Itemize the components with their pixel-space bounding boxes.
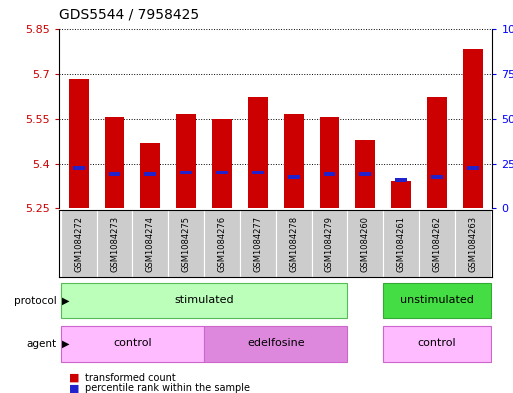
Bar (252, 171, 264, 174)
Bar (467, 166, 479, 170)
Bar (427, 97, 447, 208)
Text: GSM1084273: GSM1084273 (110, 216, 119, 272)
Bar (360, 172, 371, 176)
Text: GSM1084272: GSM1084272 (74, 216, 83, 272)
Bar (248, 97, 268, 208)
Bar (240, 210, 275, 277)
Text: GSM1084263: GSM1084263 (468, 216, 477, 272)
Text: GSM1084260: GSM1084260 (361, 216, 370, 272)
Bar (176, 114, 196, 208)
Bar (383, 326, 491, 362)
Bar (73, 166, 85, 170)
Text: GSM1084279: GSM1084279 (325, 216, 334, 272)
Text: GSM1084278: GSM1084278 (289, 216, 298, 272)
Bar (168, 210, 204, 277)
Bar (180, 171, 192, 174)
Bar (204, 326, 347, 362)
Bar (132, 210, 168, 277)
Bar (145, 172, 156, 176)
Bar (216, 171, 228, 174)
Text: ▶: ▶ (62, 339, 69, 349)
Text: GSM1084277: GSM1084277 (253, 216, 262, 272)
Bar (431, 175, 443, 179)
Text: percentile rank within the sample: percentile rank within the sample (85, 383, 250, 393)
Bar (320, 118, 339, 208)
Bar (61, 283, 347, 318)
Text: GSM1084261: GSM1084261 (397, 216, 406, 272)
Bar (96, 210, 132, 277)
Bar (463, 49, 483, 208)
Bar (284, 114, 304, 208)
Text: ■: ■ (69, 373, 80, 383)
Bar (105, 118, 124, 208)
Bar (383, 283, 491, 318)
Text: GSM1084275: GSM1084275 (182, 216, 191, 272)
Bar (383, 210, 419, 277)
Text: GSM1084274: GSM1084274 (146, 216, 155, 272)
Bar (391, 182, 411, 208)
Bar (275, 210, 311, 277)
Text: protocol: protocol (14, 296, 56, 306)
Text: GSM1084276: GSM1084276 (218, 216, 227, 272)
Bar (61, 210, 96, 277)
Bar (204, 210, 240, 277)
Text: GSM1084262: GSM1084262 (432, 216, 442, 272)
Bar (395, 178, 407, 182)
Text: control: control (113, 338, 152, 348)
Text: ■: ■ (69, 383, 80, 393)
Bar (212, 119, 232, 208)
Bar (324, 172, 336, 176)
Text: control: control (418, 338, 456, 348)
Text: unstimulated: unstimulated (400, 295, 474, 305)
Bar (109, 172, 121, 176)
Bar (69, 79, 89, 208)
Text: agent: agent (26, 339, 56, 349)
Bar (347, 210, 383, 277)
Bar (141, 143, 160, 208)
Text: stimulated: stimulated (174, 295, 234, 305)
Bar (61, 326, 204, 362)
Bar (419, 210, 455, 277)
Text: edelfosine: edelfosine (247, 338, 305, 348)
Bar (356, 140, 375, 208)
Bar (455, 210, 491, 277)
Text: ▶: ▶ (62, 296, 69, 306)
Text: transformed count: transformed count (85, 373, 175, 383)
Bar (288, 175, 300, 179)
Bar (311, 210, 347, 277)
Text: GDS5544 / 7958425: GDS5544 / 7958425 (59, 7, 199, 22)
